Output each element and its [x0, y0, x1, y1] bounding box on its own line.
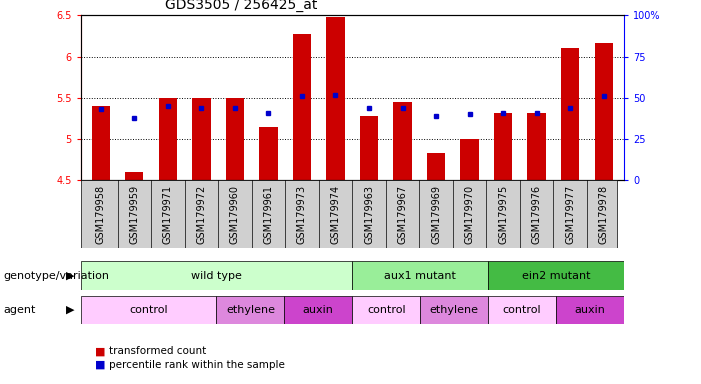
Text: GSM179978: GSM179978: [599, 185, 608, 243]
Text: control: control: [129, 305, 168, 315]
Text: percentile rank within the sample: percentile rank within the sample: [109, 360, 285, 370]
Text: GSM179961: GSM179961: [264, 185, 273, 243]
FancyBboxPatch shape: [353, 261, 488, 290]
Bar: [461, 139, 479, 180]
Text: transformed count: transformed count: [109, 346, 206, 356]
Text: agent: agent: [4, 305, 36, 315]
Text: ▶: ▶: [66, 270, 74, 281]
Text: ▶: ▶: [66, 305, 74, 315]
Text: GSM179970: GSM179970: [465, 185, 475, 243]
Text: GSM179967: GSM179967: [397, 185, 407, 243]
Text: aux1 mutant: aux1 mutant: [384, 270, 456, 281]
Bar: [259, 127, 278, 180]
Bar: [393, 102, 411, 180]
Text: GSM179976: GSM179976: [531, 185, 542, 243]
Text: control: control: [367, 305, 405, 315]
FancyBboxPatch shape: [488, 261, 624, 290]
Bar: [594, 43, 613, 180]
Text: control: control: [503, 305, 541, 315]
FancyBboxPatch shape: [285, 296, 353, 324]
Text: GSM179960: GSM179960: [230, 185, 240, 243]
Bar: [494, 113, 512, 180]
Text: GDS3505 / 256425_at: GDS3505 / 256425_at: [165, 0, 317, 12]
Text: GSM179971: GSM179971: [163, 185, 173, 243]
Text: GSM179974: GSM179974: [330, 185, 341, 243]
Bar: [427, 153, 445, 180]
Bar: [527, 113, 546, 180]
Text: ■: ■: [95, 360, 105, 370]
Text: ethylene: ethylene: [430, 305, 479, 315]
Text: auxin: auxin: [575, 305, 606, 315]
Bar: [561, 48, 580, 180]
FancyBboxPatch shape: [81, 296, 217, 324]
Text: ethylene: ethylene: [226, 305, 275, 315]
Text: auxin: auxin: [303, 305, 334, 315]
Text: GSM179958: GSM179958: [96, 185, 106, 243]
Text: genotype/variation: genotype/variation: [4, 270, 109, 281]
Text: GSM179972: GSM179972: [196, 184, 206, 244]
Bar: [192, 98, 210, 180]
Bar: [125, 172, 144, 180]
Bar: [360, 116, 379, 180]
FancyBboxPatch shape: [488, 296, 556, 324]
Bar: [326, 17, 345, 180]
FancyBboxPatch shape: [217, 296, 285, 324]
Text: GSM179977: GSM179977: [565, 184, 576, 244]
Text: GSM179973: GSM179973: [297, 185, 307, 243]
FancyBboxPatch shape: [556, 296, 624, 324]
FancyBboxPatch shape: [81, 261, 353, 290]
Text: wild type: wild type: [191, 270, 242, 281]
Text: ein2 mutant: ein2 mutant: [522, 270, 590, 281]
FancyBboxPatch shape: [420, 296, 488, 324]
FancyBboxPatch shape: [353, 296, 420, 324]
Text: ■: ■: [95, 346, 105, 356]
Text: GSM179963: GSM179963: [364, 185, 374, 243]
Text: GSM179975: GSM179975: [498, 184, 508, 244]
Text: GSM179969: GSM179969: [431, 185, 441, 243]
Text: GSM179959: GSM179959: [129, 185, 139, 243]
Bar: [92, 106, 110, 180]
Bar: [293, 34, 311, 180]
Bar: [158, 98, 177, 180]
Bar: [226, 98, 244, 180]
